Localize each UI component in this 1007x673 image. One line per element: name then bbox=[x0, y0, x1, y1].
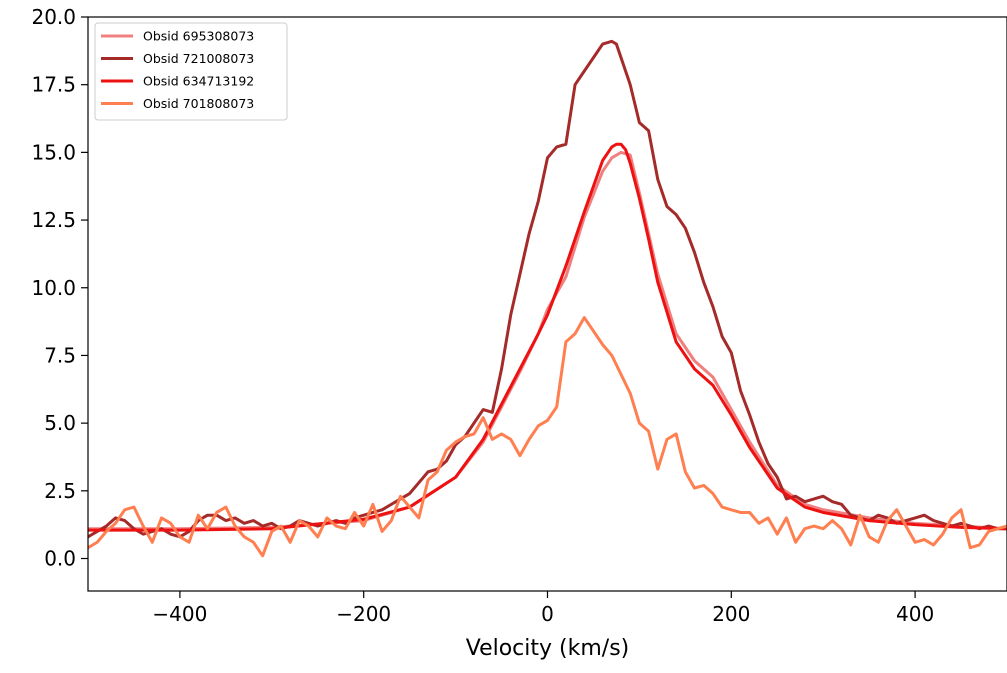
series-line-3 bbox=[88, 142, 1007, 532]
y-tick-label: 5.0 bbox=[44, 411, 76, 435]
x-tick-label: −200 bbox=[336, 602, 391, 626]
x-tick-label: −400 bbox=[152, 602, 207, 626]
legend-label: Obsid 701808073 bbox=[143, 96, 254, 111]
legend-label: Obsid 634713192 bbox=[143, 74, 254, 89]
y-tick-label: 15.0 bbox=[31, 140, 76, 164]
legend-box bbox=[94, 22, 288, 121]
y-tick-label: 12.5 bbox=[31, 208, 76, 232]
series-line-4 bbox=[88, 316, 1007, 558]
y-tick-label: 20.0 bbox=[31, 5, 76, 29]
legend: Obsid 695308073 Obsid 721008073 Obsid 6347… bbox=[94, 22, 288, 121]
y-tick-label: 0.0 bbox=[44, 547, 76, 571]
x-tick-label: 400 bbox=[896, 602, 934, 626]
y-tick-label: 17.5 bbox=[31, 73, 76, 97]
x-axis-label: Velocity (km/s) bbox=[466, 636, 630, 661]
y-axis: 0.0 2.5 5.0 7.5 10.0 12.5 15.0 17.5 20.0 bbox=[31, 5, 88, 571]
series-line-1 bbox=[88, 150, 1007, 531]
y-tick-label: 10.0 bbox=[31, 276, 76, 300]
series-layer bbox=[88, 39, 1007, 558]
y-tick-label: 2.5 bbox=[44, 479, 76, 503]
x-tick-label: 200 bbox=[712, 602, 750, 626]
series-line-2 bbox=[88, 39, 1007, 539]
x-axis: −400 −200 0 200 400 bbox=[152, 591, 934, 626]
legend-label: Obsid 695308073 bbox=[143, 29, 254, 44]
y-tick-label: 7.5 bbox=[44, 343, 76, 367]
x-tick-label: 0 bbox=[541, 602, 554, 626]
legend-label: Obsid 721008073 bbox=[143, 51, 254, 66]
